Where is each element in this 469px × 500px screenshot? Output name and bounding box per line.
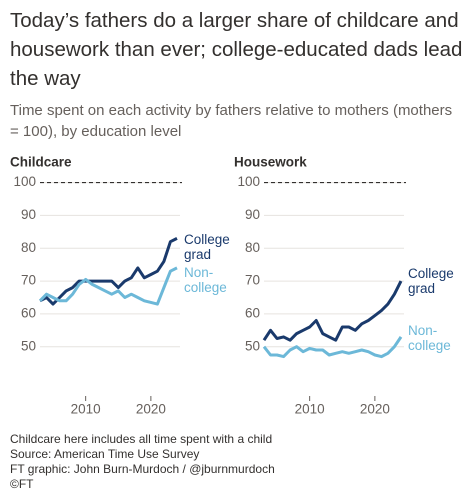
series-line xyxy=(38,266,178,306)
panel-title: Childcare xyxy=(10,155,72,170)
y-tick-label: 90 xyxy=(21,207,36,222)
y-tick-label: 50 xyxy=(21,338,36,353)
y-tick-label: 100 xyxy=(237,174,260,189)
y-tick-label: 50 xyxy=(245,338,260,353)
y-tick-label: 70 xyxy=(245,273,260,288)
y-tick-label: 60 xyxy=(21,305,36,320)
series-label: College grad xyxy=(184,232,230,262)
y-tick-label: 80 xyxy=(245,240,260,255)
y-tick-label: 60 xyxy=(245,305,260,320)
x-tick-label: 2020 xyxy=(360,402,390,417)
y-tick-label: 100 xyxy=(13,174,36,189)
credit: FT graphic: John Burn-Murdoch / @jburnmu… xyxy=(10,462,275,476)
x-tick-label: 2010 xyxy=(71,402,101,417)
y-tick-label: 70 xyxy=(21,273,36,288)
series-label: College grad xyxy=(408,266,454,296)
subtitle: Time spent on each activity by fathers r… xyxy=(10,102,453,140)
x-tick-label: 2020 xyxy=(136,402,166,417)
series-line xyxy=(39,237,178,306)
y-tick-label: 80 xyxy=(21,240,36,255)
note: Childcare here includes all time spent w… xyxy=(10,432,273,446)
series-line xyxy=(262,280,403,342)
y-tick-label: 90 xyxy=(245,207,260,222)
footer: Childcare here includes all time spent w… xyxy=(10,432,275,492)
charts: Childcare 50 60 70 80 90 100 2010 2020 Housework 5… xyxy=(10,155,406,417)
series-line xyxy=(262,336,403,359)
copyright: ©FT xyxy=(10,477,34,491)
series-label: Non-college xyxy=(408,323,451,353)
panel-title: Housework xyxy=(234,155,307,170)
title: Today’s fathers do a larger share of chi… xyxy=(10,9,463,90)
series-label: Non-college xyxy=(184,265,227,295)
source: Source: American Time Use Survey xyxy=(10,447,200,461)
x-tick-label: 2010 xyxy=(295,402,325,417)
